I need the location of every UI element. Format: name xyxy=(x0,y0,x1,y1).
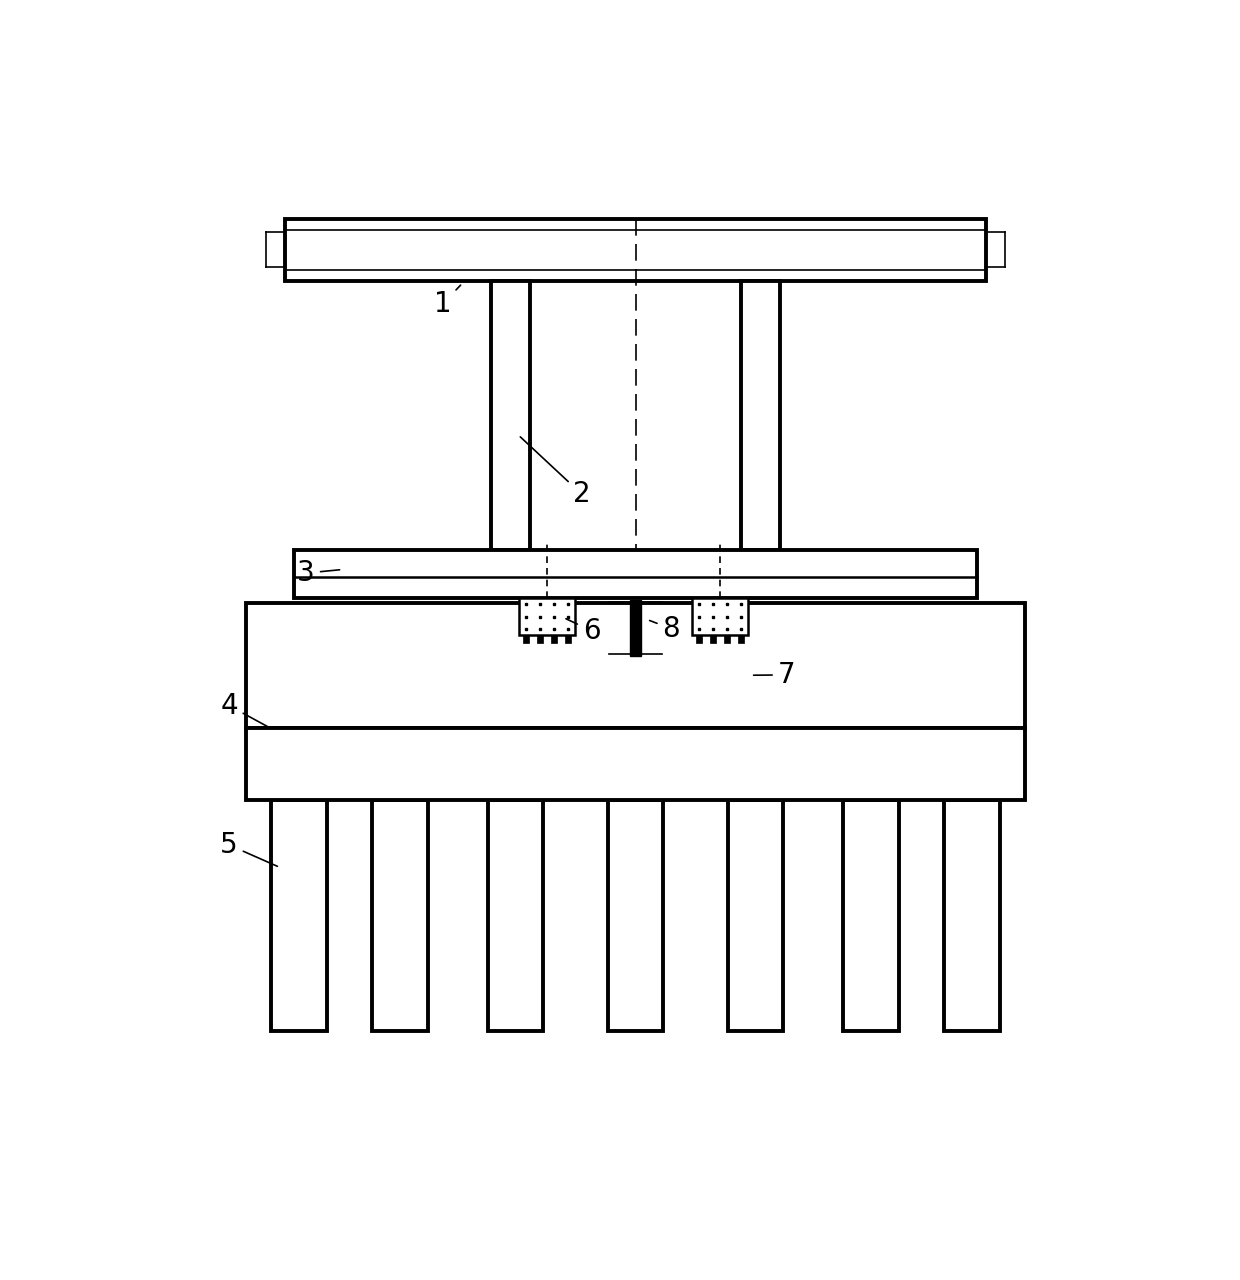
Bar xyxy=(272,800,327,1030)
Bar xyxy=(711,635,715,643)
Bar xyxy=(552,635,557,643)
Bar xyxy=(944,800,999,1030)
Bar xyxy=(491,282,529,550)
Bar xyxy=(608,800,663,1030)
Bar xyxy=(247,603,1024,728)
Bar xyxy=(692,598,748,635)
Text: 6: 6 xyxy=(565,617,600,645)
Bar xyxy=(247,728,1024,800)
Bar xyxy=(724,635,730,643)
Text: 3: 3 xyxy=(298,559,340,588)
Text: 7: 7 xyxy=(754,660,795,689)
Bar xyxy=(285,219,986,282)
Text: 5: 5 xyxy=(221,831,278,867)
Bar xyxy=(843,800,899,1030)
Text: 1: 1 xyxy=(434,285,460,317)
Bar xyxy=(697,635,702,643)
Text: 8: 8 xyxy=(650,614,680,643)
Bar xyxy=(630,600,641,657)
Bar xyxy=(537,635,543,643)
Bar xyxy=(565,635,570,643)
Bar xyxy=(738,635,744,643)
Bar xyxy=(372,800,428,1030)
Bar xyxy=(520,598,575,635)
Bar xyxy=(294,550,977,598)
Bar xyxy=(523,635,529,643)
Bar xyxy=(728,800,784,1030)
Text: 4: 4 xyxy=(221,691,268,727)
Bar xyxy=(487,800,543,1030)
Text: 2: 2 xyxy=(521,436,590,508)
Bar xyxy=(742,282,780,550)
